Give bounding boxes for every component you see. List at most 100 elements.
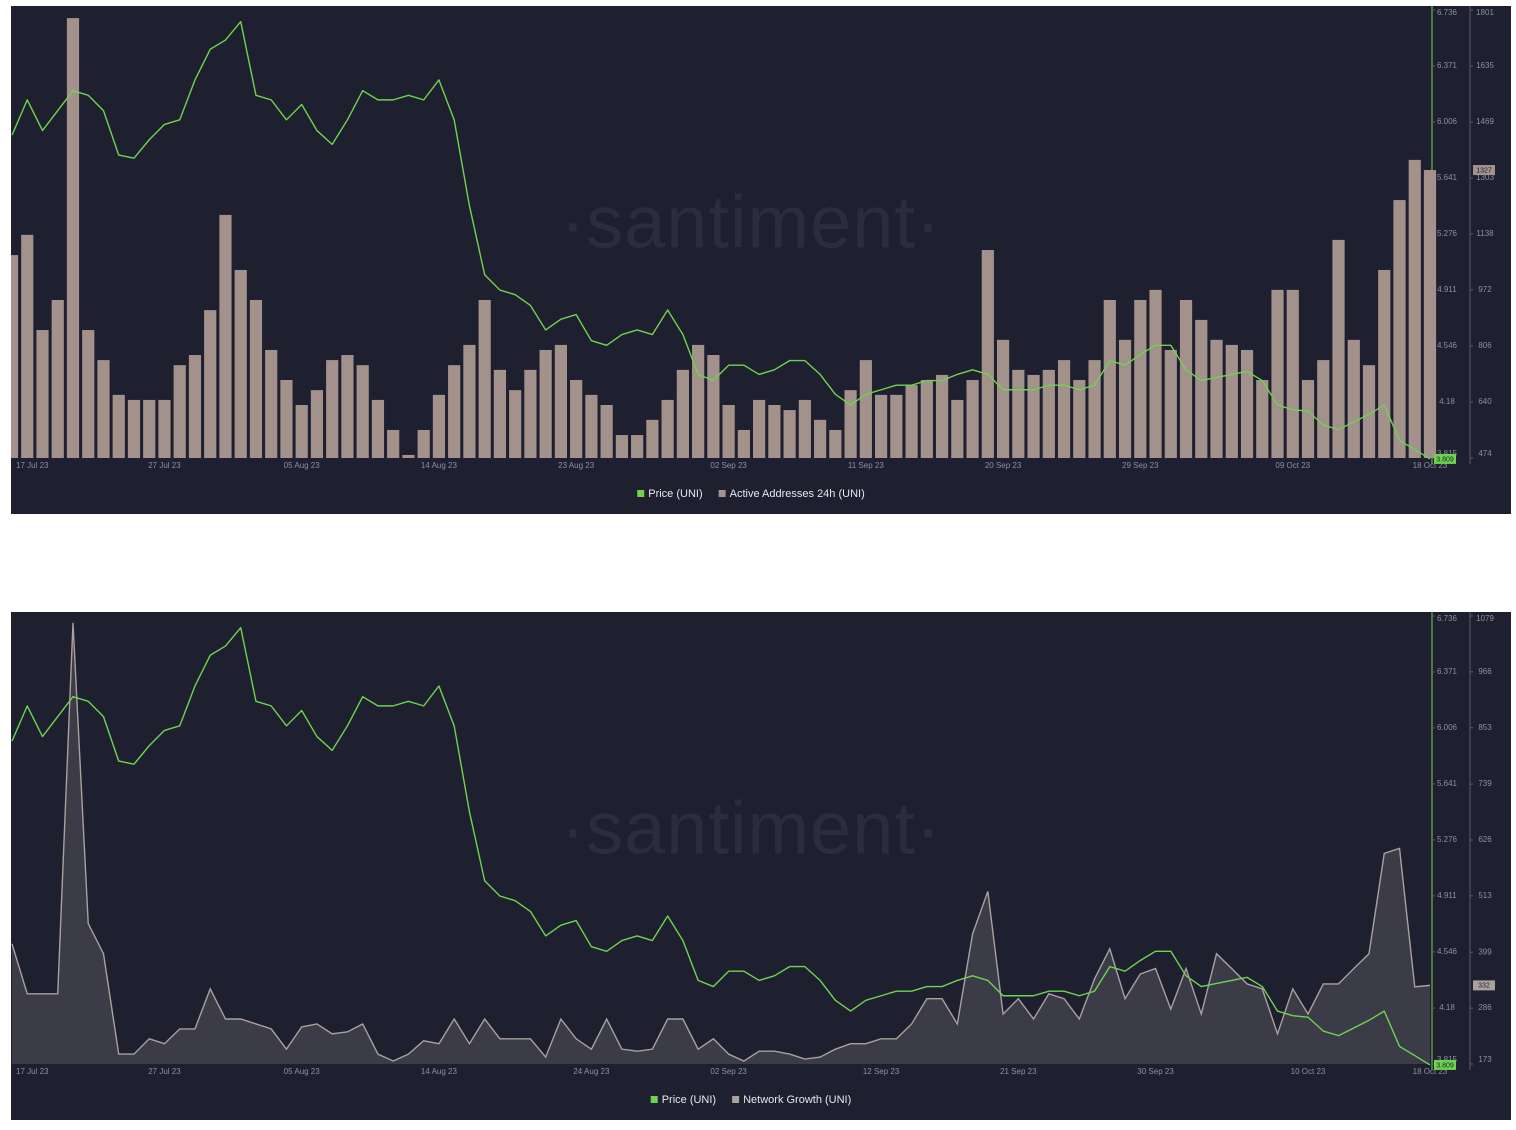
legend: Price (UNI) Network Growth (UNI) [650,1094,851,1106]
x-tick-label: 05 Aug 23 [284,461,321,470]
bar [844,390,857,458]
bar [600,404,613,458]
bar [554,344,568,458]
bar [1271,289,1284,458]
bar [97,360,110,458]
bar [524,369,537,458]
y-tick-label: 4.911 [1437,891,1457,900]
y-tick-label: 6.006 [1437,723,1458,732]
bar [631,435,644,458]
bar [996,339,1010,458]
bar [1027,374,1040,458]
bar [1057,360,1071,458]
bar [371,399,385,458]
x-tick-label: 10 Oct 23 [1291,1067,1326,1076]
bar [798,399,811,458]
bar [1073,380,1086,458]
y-tick-label: 5.276 [1437,835,1458,844]
x-tick-label: 18 Oct 23 [1413,1067,1448,1076]
y-tick-label: 5.641 [1437,173,1458,182]
x-tick-label: 27 Jul 23 [148,461,181,470]
bar [234,269,247,458]
x-tick-label: 18 Oct 23 [1413,461,1448,470]
chart-panel: ·santiment· 3.815 4.18 4.546 4.911 5.276 5.641… [11,612,1511,1120]
watermark: ·santiment· [560,181,941,264]
y-tick-label: 6.371 [1437,61,1458,70]
bar [1301,380,1315,458]
bar [112,394,125,458]
bar [326,360,339,458]
y2-tick-label: 1138 [1476,229,1494,238]
y-tick-label: 3.815 [1437,1055,1458,1064]
bar [722,404,735,458]
bar [387,429,400,458]
y-tick-label: 4.546 [1437,341,1458,350]
bar [1164,349,1177,458]
last-value-badge [1434,1059,1456,1070]
y2-tick-label: 853 [1478,723,1492,732]
x-tick-label: 02 Sep 23 [710,1067,747,1076]
y2-tick-label: 739 [1478,779,1492,788]
legend-swatch [637,490,645,497]
bar [966,380,979,458]
x-tick-label: 17 Jul 23 [16,461,49,470]
legend-label: Price (UNI) [662,1094,716,1106]
bar [341,355,354,458]
bar [265,349,278,458]
y2-tick-label: 1635 [1476,61,1494,70]
x-tick-label: 02 Sep 23 [710,461,747,470]
bar [676,369,689,458]
last-value-label: 332 [1478,983,1490,990]
y2-tick-label: 626 [1478,835,1492,844]
bar [1378,269,1391,458]
chart-panel: ·santiment· 3.815 4.18 4.546 4.911 5.276 5.641… [5,6,1511,514]
x-tick-label: 12 Sep 23 [863,1067,900,1076]
bar [737,429,750,458]
y-tick-label: 6.371 [1437,667,1458,676]
y2-tick-label: 972 [1478,285,1492,294]
y-tick-label: 4.18 [1439,397,1455,406]
y-tick-label: 6.736 [1437,8,1458,17]
x-tick-label: 21 Sep 23 [1000,1067,1037,1076]
legend: Price (UNI) Active Addresses 24h (UNI) [637,488,865,500]
y2-tick-label: 1079 [1476,614,1494,623]
chart: ·santiment· 3.815 4.18 4.546 4.911 5.276 5.641… [5,6,1495,500]
bar [188,355,202,458]
x-tick-label: 14 Aug 23 [421,461,458,470]
bar [829,429,842,458]
bar [463,344,476,458]
bar [280,380,293,458]
bar [5,255,19,458]
bar [219,214,232,458]
bar [692,344,705,458]
bar [493,369,507,458]
bar [1012,369,1025,458]
bar [783,410,796,458]
bar [82,330,95,458]
legend-label: Price (UNI) [648,488,702,500]
bar [1362,365,1376,458]
y-tick-label: 4.911 [1437,285,1457,294]
bar [981,250,994,458]
bar [310,390,324,458]
bar [417,429,430,458]
bar [1210,339,1223,458]
x-tick-label: 20 Sep 23 [985,461,1022,470]
y2-tick-label: 1303 [1476,173,1494,182]
bar [890,394,903,458]
last-value-label: 1327 [1476,167,1492,174]
bar [905,385,918,458]
last-value-badge [1473,980,1495,991]
bar [204,310,217,458]
y2-tick-label: 173 [1478,1055,1492,1064]
bar [859,360,872,458]
x-tick-label: 11 Sep 23 [848,461,884,470]
x-tick-label: 30 Sep 23 [1137,1067,1174,1076]
bar [1103,300,1116,458]
y-tick-label: 4.18 [1439,1003,1455,1012]
legend-swatch [718,490,726,497]
y2-tick-label: 640 [1478,397,1492,406]
bar [615,435,628,458]
bar [935,374,949,458]
y2-tick-label: 966 [1478,667,1492,676]
